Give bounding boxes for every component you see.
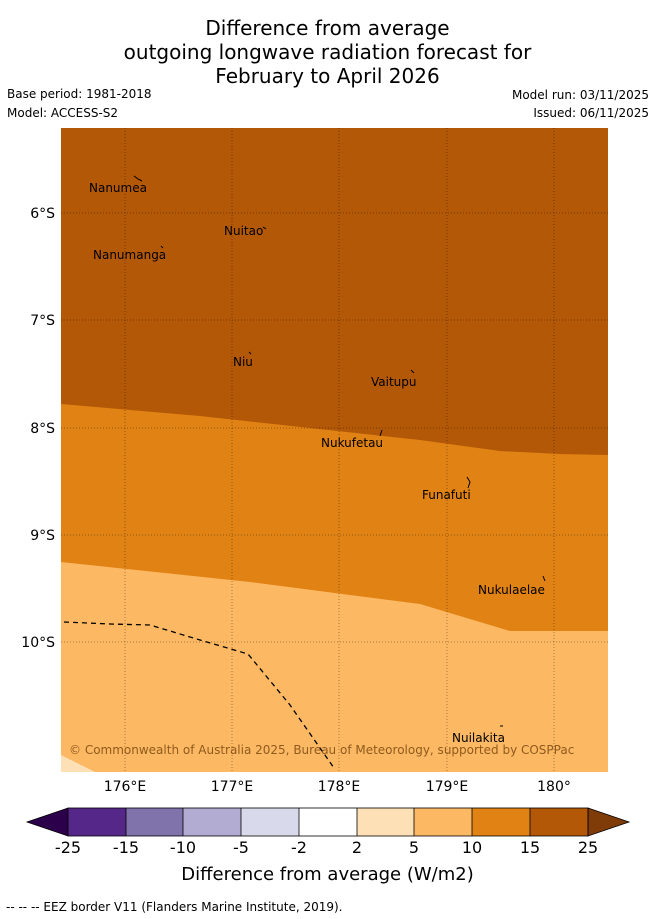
island-shape-niu bbox=[248, 351, 252, 355]
x-tick-180: 180° bbox=[537, 779, 571, 795]
base-period: Base period: 1981-2018 bbox=[7, 87, 152, 101]
y-tick-10s: 10°S bbox=[21, 635, 55, 651]
colorbar-label-neg2: -2 bbox=[291, 838, 307, 857]
colorbar-label-neg25: -25 bbox=[54, 838, 82, 857]
title-line-1: Difference from average bbox=[205, 16, 450, 40]
colorbar bbox=[25, 807, 631, 837]
eez-footnote: -- -- -- EEZ border V11 (Flanders Marine… bbox=[6, 900, 343, 914]
x-tick-176e: 176°E bbox=[104, 779, 147, 795]
island-label-nanumea: Nanumea bbox=[89, 181, 147, 195]
island-label-nukufetau: Nukufetau bbox=[321, 436, 383, 450]
gridlines bbox=[61, 128, 608, 772]
island-shape-nukufetau bbox=[379, 429, 383, 437]
colorbar-label-25: 25 bbox=[577, 838, 599, 857]
issued-date: Issued: 06/11/2025 bbox=[533, 106, 649, 120]
copyright-notice: © Commonwealth of Australia 2025, Bureau… bbox=[69, 743, 574, 757]
colorbar-label-2: 2 bbox=[351, 838, 363, 857]
colorbar-swatch-neg15-neg10 bbox=[126, 808, 183, 836]
x-tick-179e: 179°E bbox=[426, 779, 469, 795]
y-tick-7s: 7°S bbox=[30, 313, 55, 329]
island-label-nuitao: Nuitao bbox=[224, 224, 263, 238]
colorbar-label-15: 15 bbox=[519, 838, 541, 857]
colorbar-swatch-10-15 bbox=[472, 808, 530, 836]
model-name: Model: ACCESS-S2 bbox=[7, 106, 119, 120]
colorbar-over-arrow bbox=[587, 807, 631, 837]
colorbar-label-neg15: -15 bbox=[112, 838, 140, 857]
colorbar-label-5: 5 bbox=[408, 838, 420, 857]
band-5-to-10 bbox=[61, 562, 608, 772]
colorbar-swatch-neg10-neg5 bbox=[183, 808, 241, 836]
model-run-date: Model run: 03/11/2025 bbox=[511, 88, 649, 102]
x-tick-178e: 178°E bbox=[318, 779, 361, 795]
colorbar-under-arrow bbox=[25, 807, 69, 837]
island-label-nukulaelae: Nukulaelae bbox=[478, 583, 545, 597]
title-line-3: February to April 2026 bbox=[215, 64, 440, 88]
eez-border bbox=[63, 621, 335, 769]
title-line-2: outgoing longwave radiation forecast for bbox=[123, 40, 532, 64]
island-label-nuilakita: Nuilakita bbox=[452, 731, 505, 745]
colorbar-label-10: 10 bbox=[461, 838, 483, 857]
colorbar-label-neg10: -10 bbox=[169, 838, 197, 857]
colorbar-swatch-neg5-neg2 bbox=[241, 808, 299, 836]
island-shape-nukulaelae bbox=[542, 575, 546, 582]
island-shape-nanumanga bbox=[160, 245, 164, 249]
island-shapes bbox=[133, 175, 546, 727]
colorbar-swatch-15-25 bbox=[530, 808, 588, 836]
y-tick-8s: 8°S bbox=[30, 421, 55, 437]
colorbar-swatch-neg25-neg15 bbox=[68, 808, 126, 836]
colorbar-dividers bbox=[67, 807, 589, 837]
colorbar-title: Difference from average (W/m2) bbox=[181, 864, 474, 885]
chart-title: Difference from average outgoing longwav… bbox=[0, 16, 655, 88]
x-tick-177e: 177°E bbox=[211, 779, 254, 795]
colorbar-swatch-neg2-2 bbox=[299, 808, 357, 836]
y-tick-9s: 9°S bbox=[30, 528, 55, 544]
island-label-nanumanga: Nanumanga bbox=[93, 248, 166, 262]
island-shape-vaitupu bbox=[410, 369, 415, 374]
y-tick-6s: 6°S bbox=[30, 206, 55, 222]
island-label-niu: Niu bbox=[233, 355, 253, 369]
island-label-vaitupu: Vaitupu bbox=[371, 375, 417, 389]
island-shape-nanumea bbox=[133, 175, 143, 182]
island-label-funafuti: Funafuti bbox=[422, 488, 471, 502]
colorbar-swatch-5-10 bbox=[414, 808, 472, 836]
island-shape-nuitao bbox=[262, 226, 267, 230]
colorbar-swatch-2-5 bbox=[357, 808, 414, 836]
colorbar-label-neg5: -5 bbox=[233, 838, 249, 857]
island-shape-funafuti bbox=[466, 476, 471, 489]
band-2-to-5 bbox=[61, 755, 95, 772]
colorbar-outline bbox=[67, 807, 589, 837]
